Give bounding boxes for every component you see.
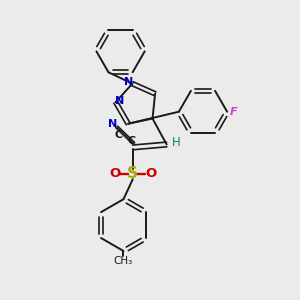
Text: O: O: [146, 167, 157, 180]
Text: N: N: [108, 119, 118, 129]
Text: C: C: [115, 130, 123, 140]
Text: N: N: [124, 77, 133, 87]
Text: C: C: [127, 136, 135, 146]
Text: CH₃: CH₃: [114, 256, 133, 266]
Text: S: S: [127, 167, 138, 182]
Text: H: H: [172, 136, 181, 149]
Text: N: N: [115, 96, 124, 106]
Text: O: O: [109, 167, 120, 180]
Text: F: F: [230, 107, 238, 117]
